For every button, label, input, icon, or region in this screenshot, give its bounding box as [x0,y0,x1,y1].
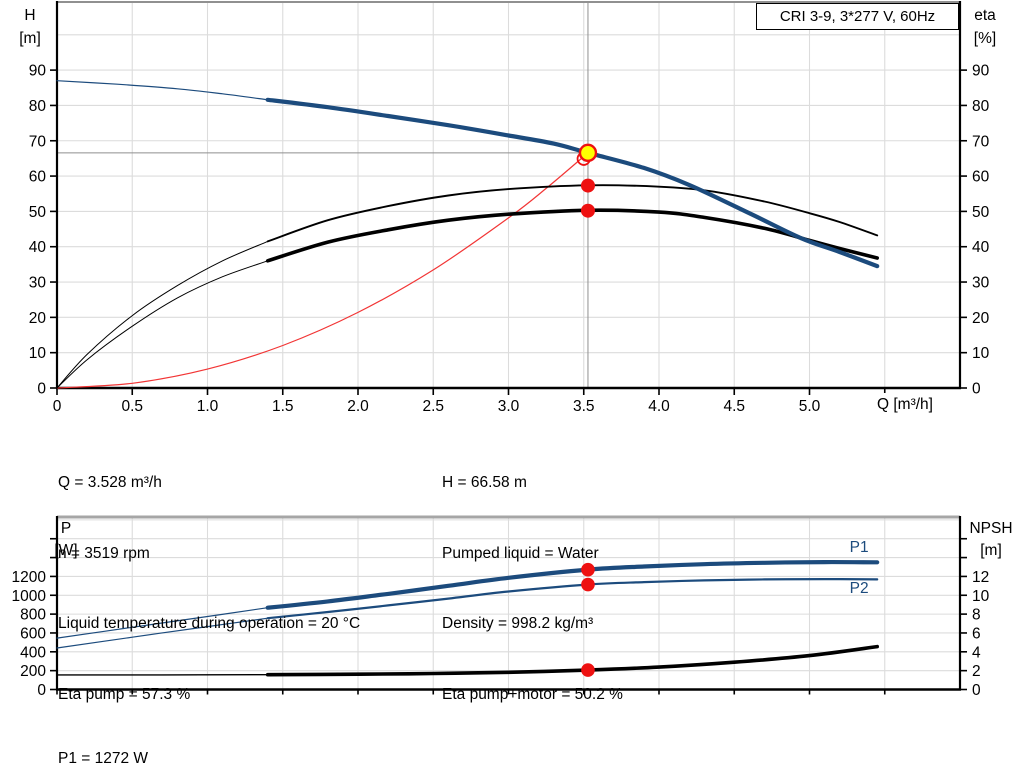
eta-pump-motor-curve [265,208,879,263]
x-axis-tick-label: 0 [53,398,62,415]
right-axis-tick-label: 80 [972,98,990,115]
p-axis-unit-label: P [W] [54,520,78,559]
eta-pump-point-marker [580,178,595,193]
right-axis-tick-label: 70 [972,133,990,150]
x-axis-tick-label: 0.5 [121,398,143,415]
system-curve-curve [56,152,589,389]
right-axis-tick-label: 40 [972,239,990,256]
qh-curve-curve [265,97,880,269]
pump-title: CRI 3-9, 3*277 V, 60Hz [779,8,936,25]
duty-point-marker [578,143,598,163]
right-axis-tick-label: 12 [972,569,989,586]
x-axis-tick-label: 1.0 [197,398,219,415]
x-axis-tick-label: 2.5 [422,398,444,415]
p1-thin-curve [56,607,269,639]
left-axis-tick-label: 20 [29,310,47,327]
eta-pump-motor-thin-curve [56,260,269,389]
info-line: Pumped liquid = Water [442,544,599,562]
x-axis-tick-label: 3.5 [573,398,595,415]
x-axis-tick-label: 2.0 [347,398,369,415]
left-axis-tick-label: 200 [20,663,46,680]
x-axis-tick-label: 4.0 [648,398,670,415]
duty-info-left: Q = 3.528 m³/h n = 3519 rpm Liquid tempe… [58,424,360,753]
npsh-point-marker [581,663,595,677]
x-axis-tick-label: 4.5 [723,398,745,415]
right-axis-tick-label: 0 [972,381,981,398]
right-axis-tick-label: 10 [972,345,990,362]
info-line: n = 3519 rpm [58,544,150,562]
info-line: Liquid temperature during operation = 20… [58,615,361,632]
right-axis-tick-label: 6 [972,625,981,642]
p1-point-marker [581,562,595,577]
duty-info-right: H = 66.58 m Pumped liquid = Water Densit… [442,424,623,753]
right-axis-tick-label: 0 [972,682,981,699]
eta-pump-motor-point-marker [580,203,595,218]
h-axis-unit-label: H [m] [19,7,41,47]
eta-pump-thin-curve [56,240,269,389]
power-info-block: P1 = 1272 W P2 = 1114 W NPSH = 2.06 m [58,700,166,781]
left-axis-tick-label: 90 [29,63,47,80]
qh-curve-thin-curve [56,80,269,101]
right-axis-tick-label: 50 [972,204,990,221]
q-axis-unit-label: Q [m³/h] [877,396,933,413]
left-axis-tick-label: 50 [29,204,47,221]
right-axis-tick-label: 90 [972,63,990,80]
left-axis-tick-label: 400 [20,644,46,661]
left-axis-tick-label: 0 [37,682,46,699]
right-axis-tick-label: 8 [972,607,981,624]
left-axis-tick-label: 1000 [12,588,47,605]
left-axis-tick-label: 600 [20,625,46,642]
right-axis-tick-label: 20 [972,310,990,327]
series-label-p2: P2 [850,580,869,597]
info-line: Eta pump = 57.3 % [58,685,191,703]
x-axis-tick-label: 5.0 [799,398,821,415]
left-axis-tick-label: 70 [29,133,47,150]
info-line: Q = 3.528 m³/h [58,474,162,491]
pump-title-box: CRI 3-9, 3*277 V, 60Hz [756,3,959,30]
right-axis-tick-label: 30 [972,275,990,292]
right-axis-tick-label: 60 [972,169,990,186]
eta-pump-curve [266,184,879,243]
p2-point-marker [581,577,595,592]
npsh-axis-unit-label: NPSH [m] [969,520,1013,559]
series-label-p1: P1 [850,539,869,556]
x-axis-tick-label: 3.0 [498,398,520,415]
left-axis-tick-label: 40 [29,239,47,256]
left-axis-tick-label: 30 [29,275,47,292]
left-axis-tick-label: 60 [29,169,47,186]
info-line: H = 66.58 m [442,474,527,491]
left-axis-tick-label: 0 [37,381,46,398]
info-line: P1 = 1272 W [58,750,149,767]
info-line: Density = 998.2 kg/m³ [442,615,594,632]
x-axis-tick-label: 1.5 [272,398,294,415]
p2-thin-curve [56,617,269,649]
left-axis-tick-label: 10 [29,345,47,362]
info-line: Eta pump+motor = 50.2 % [442,685,623,703]
eta-axis-unit-label: eta [%] [973,7,997,47]
right-axis-tick-label: 10 [972,588,990,605]
left-axis-tick-label: 800 [20,607,46,624]
left-axis-tick-label: 80 [29,98,47,115]
right-axis-tick-label: 4 [972,644,981,661]
right-axis-tick-label: 2 [972,663,981,680]
left-axis-tick-label: 1200 [12,569,47,586]
